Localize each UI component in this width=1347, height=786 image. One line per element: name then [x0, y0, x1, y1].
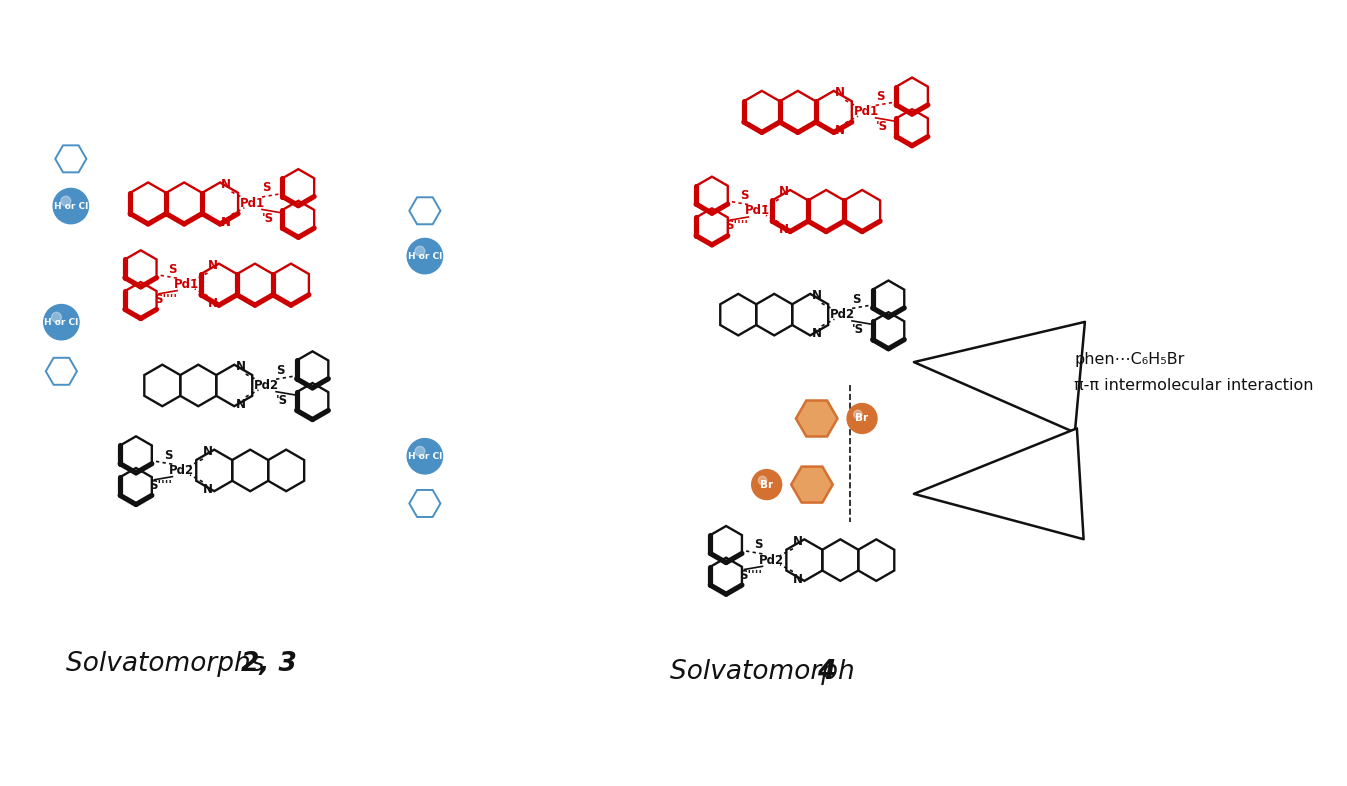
Circle shape [53, 189, 89, 224]
Text: S'''': S'''' [154, 293, 176, 306]
Text: S: S [876, 90, 884, 103]
Text: H or Cl: H or Cl [44, 318, 78, 327]
Text: N: N [236, 360, 245, 373]
Text: 'S: 'S [276, 394, 288, 407]
Text: N: N [779, 185, 789, 198]
Text: H or Cl: H or Cl [408, 252, 442, 261]
Text: phen⋯C₆H₅Br: phen⋯C₆H₅Br [1075, 352, 1185, 367]
Text: S'''': S'''' [740, 569, 762, 582]
Text: N: N [811, 327, 822, 340]
Text: Pd1: Pd1 [745, 204, 770, 217]
Circle shape [407, 439, 443, 474]
Circle shape [752, 469, 781, 500]
Text: N: N [203, 445, 213, 458]
Text: Pd2: Pd2 [255, 379, 279, 392]
Text: N: N [811, 289, 822, 302]
Text: Br: Br [855, 413, 869, 424]
Circle shape [407, 238, 443, 274]
Text: H or Cl: H or Cl [54, 201, 88, 211]
Text: N: N [221, 215, 232, 229]
Text: S'''': S'''' [725, 219, 749, 233]
Polygon shape [796, 401, 838, 436]
Text: N: N [203, 483, 213, 496]
Circle shape [758, 476, 766, 485]
Polygon shape [791, 467, 832, 502]
Text: H or Cl: H or Cl [408, 452, 442, 461]
Text: S'''': S'''' [150, 479, 172, 492]
Circle shape [415, 446, 424, 456]
Text: N: N [221, 178, 232, 191]
Text: Pd1: Pd1 [174, 278, 199, 291]
Text: Solvatomorph: Solvatomorph [671, 659, 863, 685]
Text: S: S [740, 189, 749, 202]
Circle shape [43, 304, 79, 340]
Text: 2, 3: 2, 3 [241, 651, 296, 677]
Text: 'S: 'S [261, 212, 273, 225]
Text: N: N [236, 398, 245, 411]
Text: Solvatomorphs: Solvatomorphs [66, 651, 273, 677]
Text: S: S [754, 538, 762, 552]
Text: S: S [276, 364, 284, 376]
Text: S: S [261, 182, 271, 194]
Circle shape [854, 410, 862, 418]
Text: S: S [164, 449, 172, 461]
Text: 'S: 'S [853, 323, 865, 336]
Text: Pd2: Pd2 [170, 464, 194, 477]
Text: π-π intermolecular interaction: π-π intermolecular interaction [1075, 378, 1313, 393]
Text: 4: 4 [816, 659, 835, 685]
Text: N: N [793, 572, 803, 586]
Text: N: N [835, 86, 845, 99]
Text: Pd2: Pd2 [760, 553, 784, 567]
Text: N: N [207, 259, 218, 272]
Circle shape [61, 196, 71, 206]
Text: N: N [793, 534, 803, 548]
Circle shape [51, 312, 62, 322]
Text: S: S [853, 293, 861, 306]
Text: 'S: 'S [876, 120, 888, 134]
Text: Pd1: Pd1 [854, 105, 878, 118]
Text: Br: Br [760, 479, 773, 490]
Text: N: N [835, 124, 845, 137]
Circle shape [415, 246, 424, 256]
Text: N: N [207, 297, 218, 310]
Text: S: S [168, 263, 176, 276]
Circle shape [847, 403, 877, 433]
Text: Pd2: Pd2 [830, 308, 855, 321]
Text: Pd1: Pd1 [240, 196, 265, 210]
Text: N: N [779, 223, 789, 237]
